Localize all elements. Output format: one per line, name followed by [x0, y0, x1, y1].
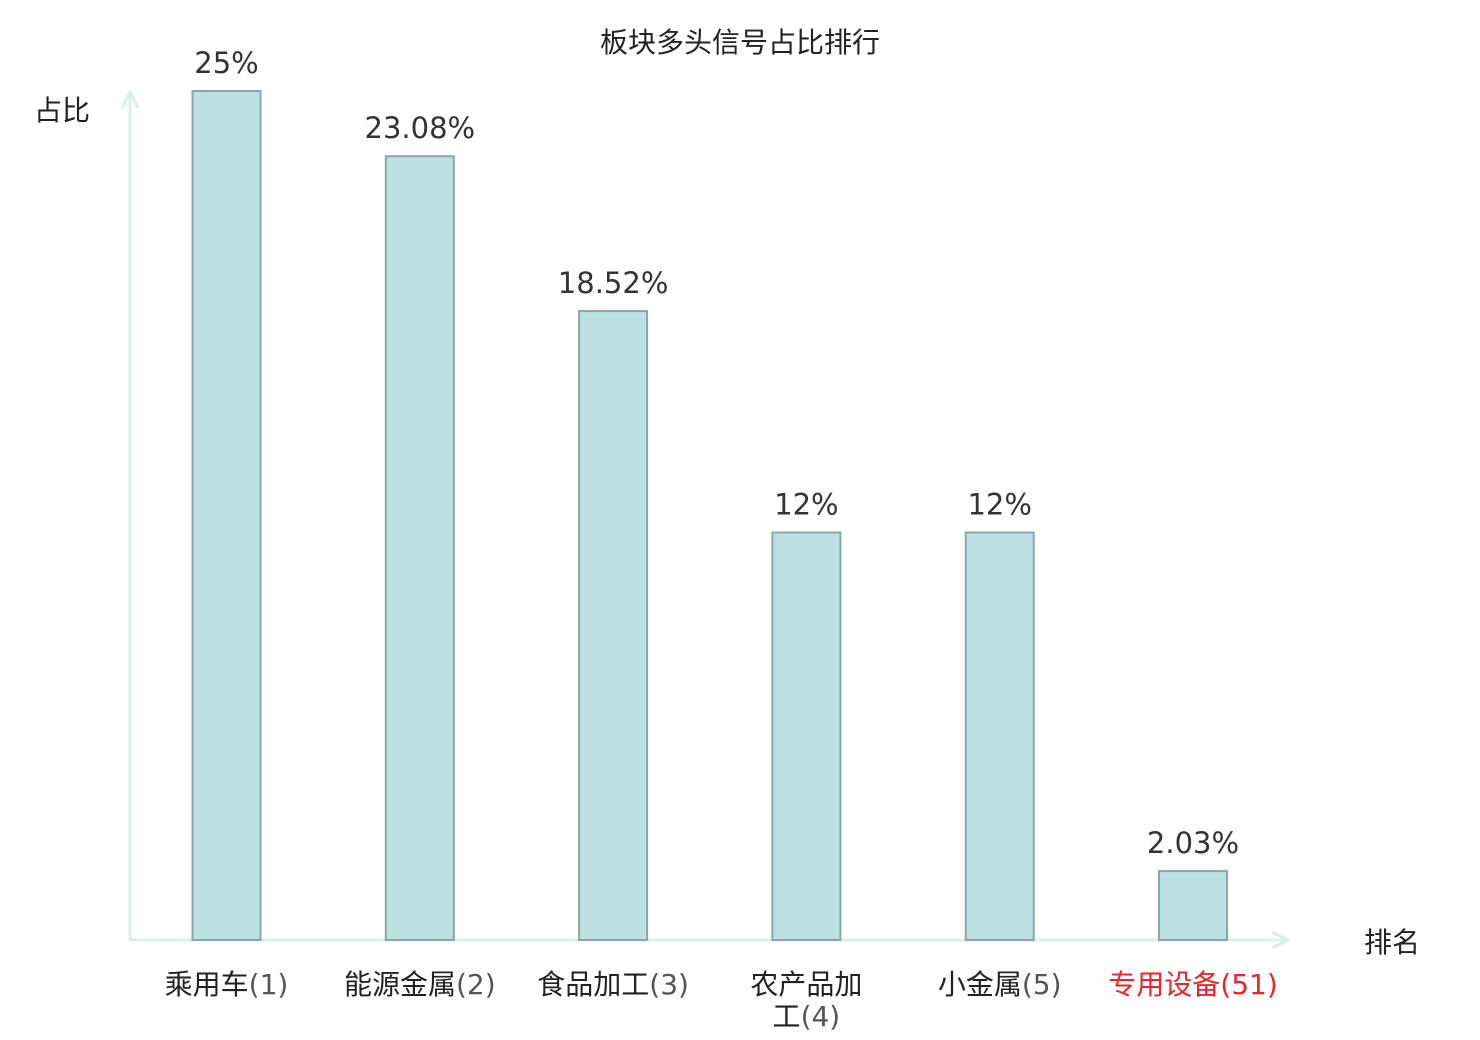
- category-name-line: 专用设备: [1108, 968, 1220, 1001]
- category-rank: (51): [1220, 968, 1277, 1001]
- category-name-line: 工: [773, 1000, 801, 1033]
- category-rank: (4): [801, 1000, 841, 1033]
- category-label-2: 能源金属(2): [344, 968, 496, 1001]
- bar-6: [1158, 870, 1228, 942]
- value-label-6: 2.03%: [1147, 826, 1239, 860]
- chart-title: 板块多头信号占比排行: [600, 26, 880, 59]
- x-axis-label: 排名: [1364, 926, 1420, 959]
- category-label-6: 专用设备(51): [1108, 968, 1278, 1001]
- category-name-line: 小金属: [938, 968, 1022, 1001]
- category-name-line: 乘用车: [165, 968, 249, 1001]
- value-label-2: 23.08%: [365, 111, 476, 145]
- category-name-line: 食品加工: [537, 968, 649, 1001]
- category-rank: (2): [456, 968, 496, 1001]
- category-label-5: 小金属(5): [938, 968, 1062, 1001]
- y-axis-label: 占比: [34, 94, 90, 127]
- category-label-1: 乘用车(1): [165, 968, 289, 1001]
- category-rank: (3): [649, 968, 689, 1001]
- bar-3: [578, 310, 649, 941]
- value-label-4: 12%: [774, 487, 838, 521]
- bar-4: [771, 531, 842, 941]
- category-label-3: 食品加工(3): [537, 968, 689, 1001]
- value-label-3: 18.52%: [558, 266, 669, 300]
- bars-group: 25% 乘用车(1) 23.08% 能源金属(2) 18.52% 食品加工(3) 12% 农产…: [165, 46, 1278, 1033]
- category-name-line: 能源金属: [344, 968, 456, 1001]
- category-name-line: 农产品加: [750, 968, 862, 1001]
- bar-1: [191, 90, 262, 941]
- category-rank: (1): [249, 968, 289, 1001]
- value-label-1: 25%: [194, 46, 258, 80]
- category-rank: (5): [1022, 968, 1062, 1001]
- value-label-5: 12%: [967, 487, 1031, 521]
- bar-5: [964, 531, 1035, 941]
- bar-2: [384, 155, 455, 942]
- category-label-4: 农产品加工(4): [750, 968, 862, 1033]
